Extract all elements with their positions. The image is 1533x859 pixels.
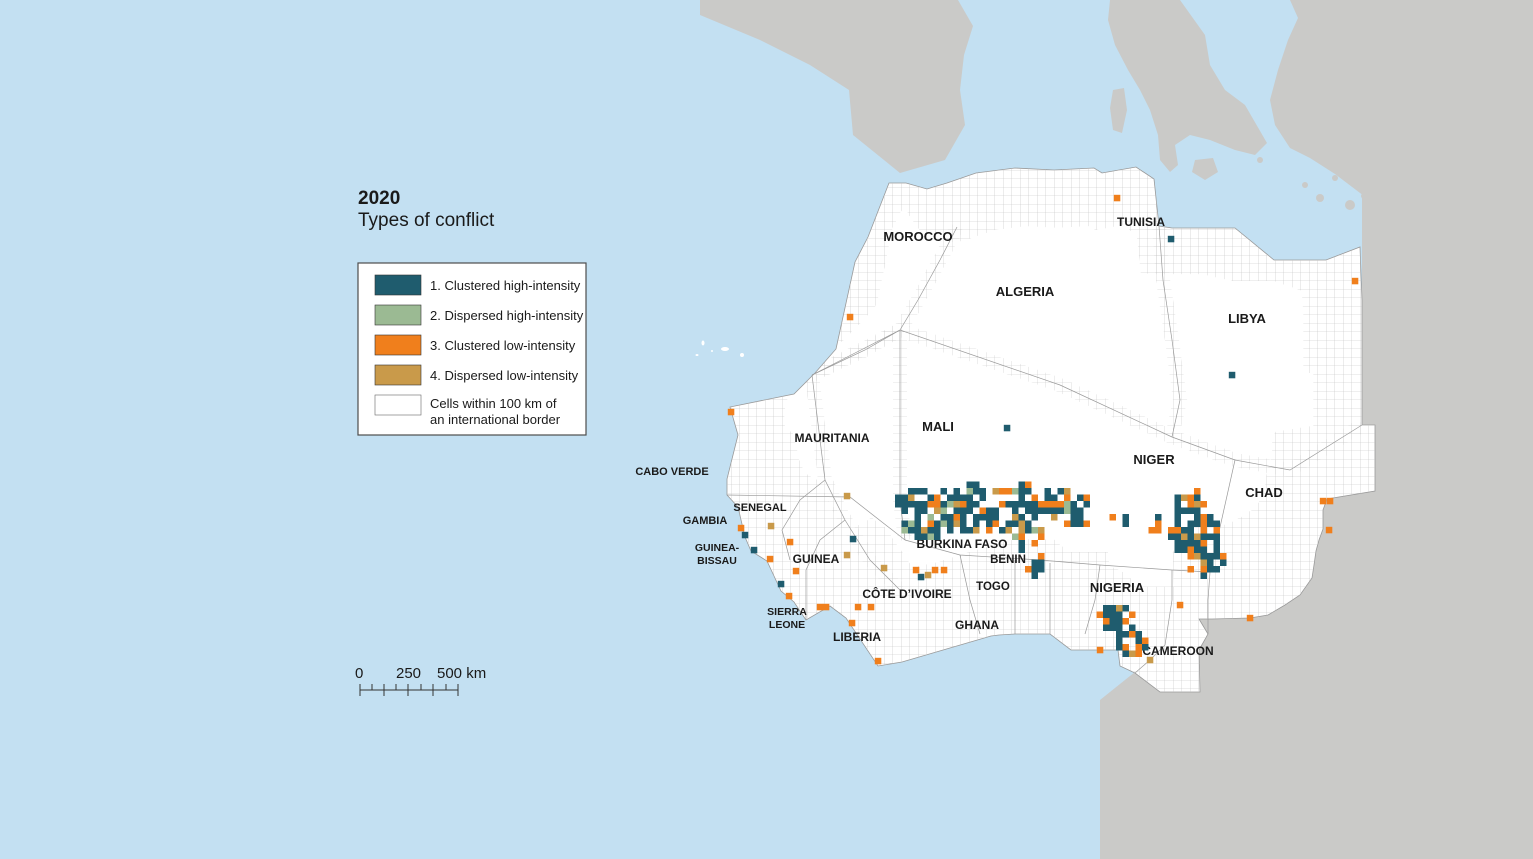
svg-text:ALGERIA: ALGERIA [996, 284, 1055, 299]
svg-text:4. Dispersed low-intensity: 4. Dispersed low-intensity [430, 368, 579, 383]
svg-text:0: 0 [355, 665, 363, 682]
svg-text:BISSAU: BISSAU [697, 555, 737, 567]
svg-text:an international border: an international border [430, 412, 561, 427]
svg-text:500 km: 500 km [437, 665, 486, 682]
svg-text:NIGERIA: NIGERIA [1090, 580, 1145, 595]
svg-text:2. Dispersed high-intensity: 2. Dispersed high-intensity [430, 308, 584, 323]
svg-text:LIBERIA: LIBERIA [833, 630, 881, 644]
svg-text:1. Clustered high-intensity: 1. Clustered high-intensity [430, 278, 581, 293]
svg-text:LEONE: LEONE [769, 619, 805, 631]
svg-text:MALI: MALI [922, 419, 954, 434]
svg-text:TUNISIA: TUNISIA [1117, 215, 1165, 229]
svg-text:TOGO: TOGO [976, 581, 1010, 593]
svg-text:LIBYA: LIBYA [1228, 311, 1266, 326]
svg-text:GHANA: GHANA [955, 618, 999, 632]
svg-text:CABO VERDE: CABO VERDE [635, 466, 708, 478]
svg-text:NIGER: NIGER [1133, 452, 1175, 467]
svg-text:3. Clustered low-intensity: 3. Clustered low-intensity [430, 338, 576, 353]
svg-text:SENEGAL: SENEGAL [733, 502, 786, 514]
svg-text:Cells within 100 km of: Cells within 100 km of [430, 396, 557, 411]
svg-text:CHAD: CHAD [1245, 485, 1283, 500]
svg-text:BENIN: BENIN [990, 554, 1026, 566]
svg-text:250: 250 [396, 665, 421, 682]
svg-text:MAURITANIA: MAURITANIA [794, 431, 869, 445]
svg-text:GUINEA: GUINEA [793, 552, 840, 566]
svg-text:SIERRA: SIERRA [767, 606, 807, 618]
svg-text:CÔTE D’IVOIRE: CÔTE D’IVOIRE [862, 586, 951, 601]
svg-text:Types of conflict: Types of conflict [358, 210, 495, 231]
svg-text:2020: 2020 [358, 188, 400, 209]
svg-text:GUINEA-: GUINEA- [695, 542, 740, 554]
svg-text:GAMBIA: GAMBIA [683, 515, 728, 527]
svg-text:MOROCCO: MOROCCO [883, 229, 952, 244]
svg-text:CAMEROON: CAMEROON [1142, 644, 1213, 658]
